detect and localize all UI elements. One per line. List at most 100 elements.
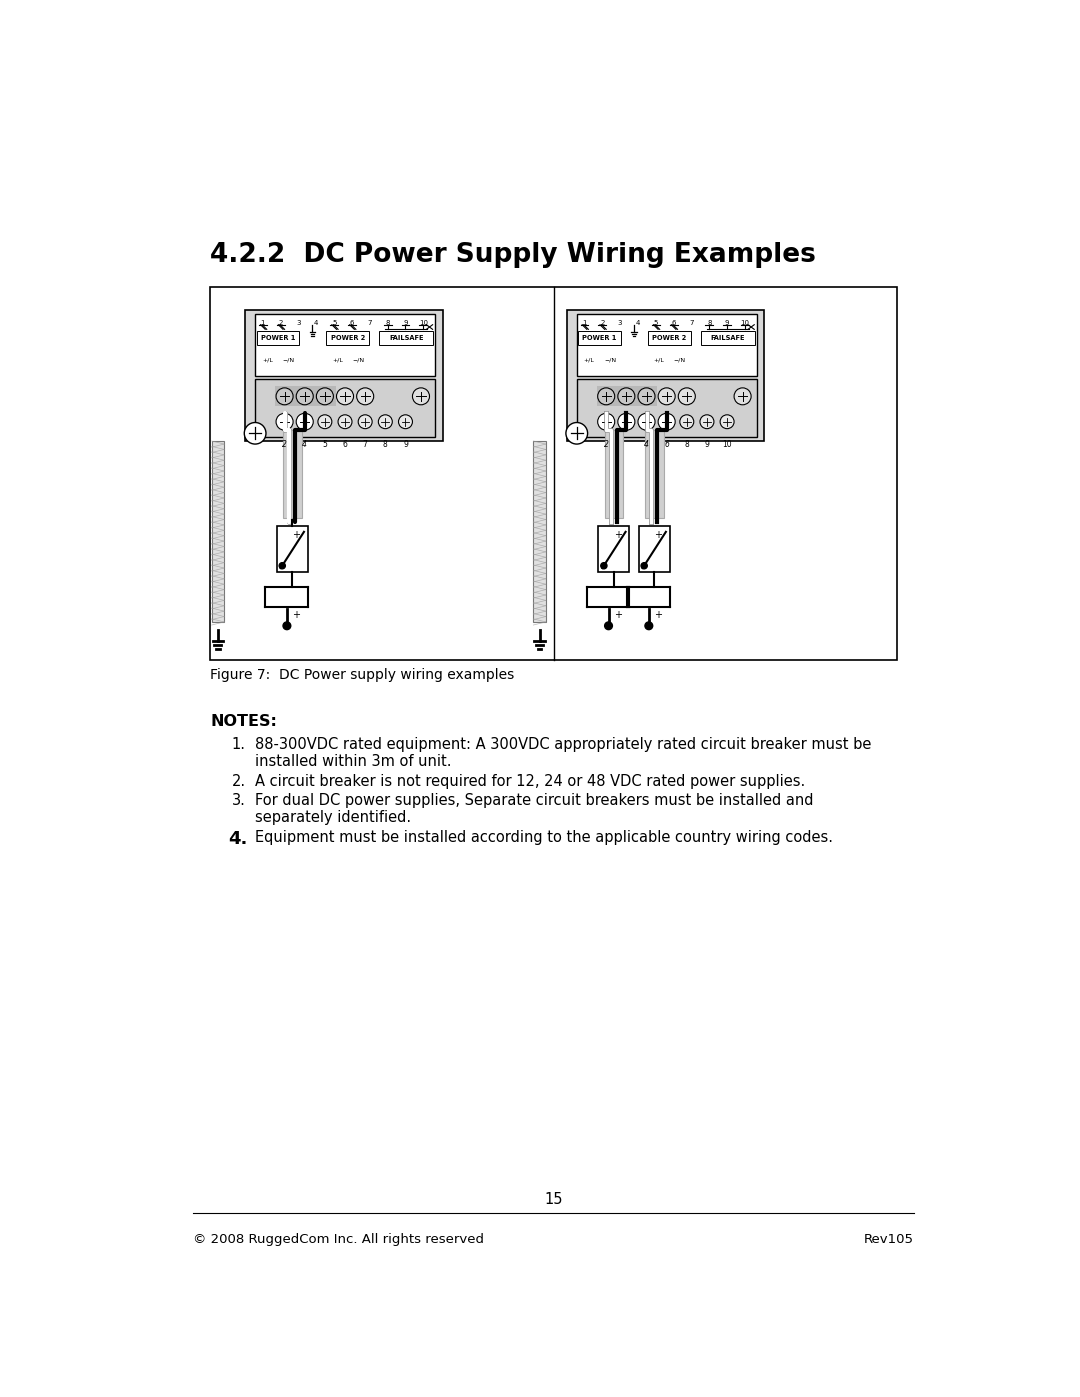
Text: −/N: −/N (604, 358, 616, 362)
Text: 8: 8 (386, 320, 390, 326)
Text: POWER 2: POWER 2 (330, 335, 365, 341)
Text: Equipment must be installed according to the applicable country wiring codes.: Equipment must be installed according to… (255, 830, 833, 845)
Bar (645, 430, 663, 518)
Text: 7: 7 (367, 320, 373, 326)
Bar (257, 331, 299, 345)
Text: +/L: +/L (262, 358, 273, 362)
Text: +: + (654, 610, 662, 620)
Text: 88-300VDC rated equipment: A 300VDC appropriately rated circuit breaker must be: 88-300VDC rated equipment: A 300VDC appr… (255, 738, 872, 753)
Circle shape (566, 422, 588, 444)
Circle shape (413, 388, 430, 405)
Circle shape (316, 388, 334, 405)
Text: 4: 4 (314, 320, 319, 326)
Text: 4: 4 (302, 440, 307, 450)
Bar (577, 314, 757, 376)
Bar (212, 441, 225, 622)
Text: 4: 4 (644, 440, 649, 450)
Bar (245, 310, 443, 441)
Text: +: + (613, 529, 622, 539)
Text: +/L: +/L (583, 358, 595, 362)
Text: 5: 5 (323, 440, 327, 450)
Text: 7: 7 (689, 320, 693, 326)
Circle shape (642, 563, 647, 569)
Text: 7: 7 (363, 440, 367, 450)
Text: POWER 1: POWER 1 (582, 335, 617, 341)
Text: FAILSAFE: FAILSAFE (711, 335, 745, 341)
Circle shape (618, 388, 635, 405)
Text: 3: 3 (618, 320, 622, 326)
Circle shape (399, 415, 413, 429)
Text: installed within 3m of unit.: installed within 3m of unit. (255, 754, 451, 770)
Circle shape (734, 388, 751, 405)
Text: +: + (293, 529, 300, 539)
Circle shape (600, 563, 607, 569)
Bar (567, 310, 765, 441)
Circle shape (720, 415, 734, 429)
Circle shape (638, 414, 656, 430)
Circle shape (638, 388, 656, 405)
Bar (648, 331, 691, 345)
Text: 8: 8 (707, 320, 712, 326)
Text: 8: 8 (685, 440, 689, 450)
Text: 9: 9 (403, 440, 408, 450)
Text: For dual DC power supplies, Separate circuit breakers must be installed and: For dual DC power supplies, Separate cir… (255, 793, 813, 807)
Bar (326, 331, 369, 345)
Bar (638, 525, 670, 571)
Circle shape (276, 388, 293, 405)
Text: 8: 8 (383, 440, 388, 450)
Text: © 2008 RuggedCom Inc. All rights reserved: © 2008 RuggedCom Inc. All rights reserve… (193, 1232, 484, 1246)
Circle shape (296, 414, 313, 430)
Text: +: + (654, 529, 662, 539)
Text: 9: 9 (704, 440, 710, 450)
Bar (211, 286, 896, 661)
Circle shape (679, 415, 693, 429)
Text: 2: 2 (604, 440, 609, 450)
Text: 4: 4 (636, 320, 640, 326)
Circle shape (597, 388, 615, 405)
Text: 4.: 4. (228, 830, 247, 848)
Circle shape (276, 414, 293, 430)
Bar (701, 331, 755, 345)
Circle shape (597, 414, 615, 430)
Circle shape (605, 622, 612, 630)
Circle shape (283, 622, 291, 630)
Bar (578, 331, 621, 345)
Bar (577, 380, 757, 437)
Circle shape (678, 388, 696, 405)
Bar (276, 525, 308, 571)
Text: 2.: 2. (232, 774, 246, 789)
Text: FAILSAFE: FAILSAFE (389, 335, 423, 341)
Text: +/L: +/L (332, 358, 342, 362)
Text: 6: 6 (350, 320, 354, 326)
Bar (255, 314, 435, 376)
Bar (598, 525, 630, 571)
Circle shape (378, 415, 392, 429)
Circle shape (700, 415, 714, 429)
Text: 6: 6 (672, 320, 676, 326)
Text: −/N: −/N (674, 358, 686, 362)
Circle shape (645, 622, 652, 630)
Text: 5: 5 (653, 320, 658, 326)
Text: 9: 9 (725, 320, 729, 326)
Circle shape (279, 563, 285, 569)
Text: 2: 2 (600, 320, 605, 326)
Text: A circuit breaker is not required for 12, 24 or 48 VDC rated power supplies.: A circuit breaker is not required for 12… (255, 774, 806, 789)
Circle shape (318, 415, 332, 429)
Text: 6: 6 (664, 440, 670, 450)
Text: 3: 3 (296, 320, 300, 326)
Text: 5: 5 (332, 320, 336, 326)
Bar (283, 430, 301, 518)
Circle shape (296, 388, 313, 405)
Bar (275, 387, 336, 407)
Text: 1: 1 (260, 320, 265, 326)
Bar (379, 331, 433, 345)
Bar (597, 387, 658, 407)
Circle shape (338, 415, 352, 429)
Text: −/N: −/N (282, 358, 295, 362)
Text: POWER 2: POWER 2 (652, 335, 687, 341)
Circle shape (658, 414, 675, 430)
Text: 4.2.2  DC Power Supply Wiring Examples: 4.2.2 DC Power Supply Wiring Examples (211, 242, 816, 268)
Text: POWER 1: POWER 1 (260, 335, 295, 341)
Text: −/N: −/N (352, 358, 364, 362)
Text: 2: 2 (282, 440, 287, 450)
